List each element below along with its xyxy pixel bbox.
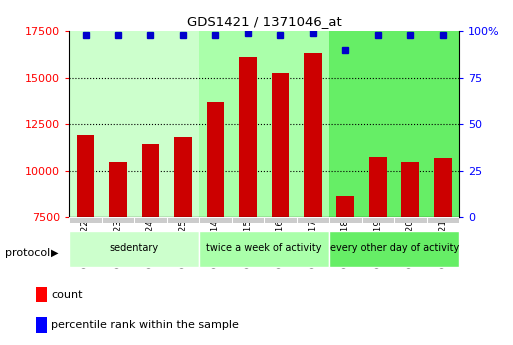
Bar: [134, 217, 167, 223]
Bar: [232, 217, 264, 223]
Bar: [304, 53, 322, 217]
Bar: [174, 137, 192, 217]
Bar: [207, 102, 224, 217]
Bar: [199, 31, 329, 217]
Bar: [297, 217, 329, 223]
Bar: [329, 231, 459, 267]
Bar: [264, 217, 297, 223]
Bar: [394, 217, 427, 223]
Bar: [329, 217, 362, 223]
Bar: [369, 157, 387, 217]
Bar: [402, 162, 419, 217]
Bar: [199, 231, 329, 267]
Bar: [36, 317, 47, 333]
Bar: [102, 217, 134, 223]
Text: every other day of activity: every other day of activity: [329, 244, 459, 254]
Text: percentile rank within the sample: percentile rank within the sample: [51, 320, 239, 330]
Text: twice a week of activity: twice a week of activity: [206, 244, 322, 254]
Text: protocol: protocol: [5, 248, 50, 257]
Bar: [337, 196, 354, 217]
Title: GDS1421 / 1371046_at: GDS1421 / 1371046_at: [187, 16, 342, 29]
Bar: [427, 217, 459, 223]
Bar: [362, 217, 394, 223]
Text: sedentary: sedentary: [110, 244, 159, 254]
Bar: [69, 231, 199, 267]
Bar: [199, 217, 232, 223]
Bar: [109, 162, 127, 217]
Bar: [329, 31, 459, 217]
Text: ▶: ▶: [51, 248, 59, 257]
Bar: [271, 73, 289, 217]
Text: count: count: [51, 290, 83, 299]
Bar: [434, 158, 452, 217]
Bar: [142, 144, 160, 217]
Bar: [76, 135, 94, 217]
Bar: [36, 287, 47, 302]
Bar: [69, 217, 102, 223]
Bar: [167, 217, 199, 223]
Bar: [239, 57, 257, 217]
Bar: [69, 31, 199, 217]
